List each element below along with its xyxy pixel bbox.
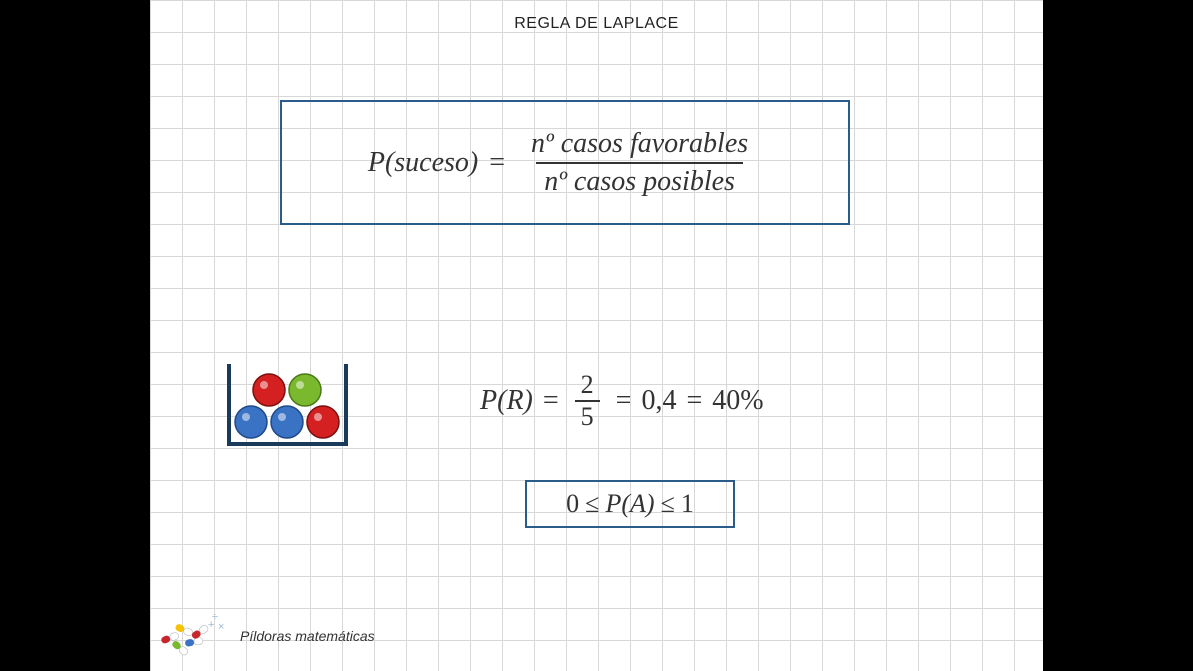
formula-numerator: nº casos favorables	[523, 126, 756, 162]
calc-eq3: =	[686, 385, 702, 417]
calc-den: 5	[575, 400, 600, 432]
calc-fraction: 2 5	[575, 370, 600, 432]
formula-arg: suceso	[394, 147, 469, 178]
bounds-le1: ≤	[585, 489, 599, 519]
footer-text: Píldoras matemáticas	[240, 628, 375, 644]
calc-P: P	[480, 385, 497, 417]
urn-diagram	[225, 360, 350, 455]
ball-icon	[235, 406, 267, 438]
bounds-left: 0	[566, 489, 579, 519]
probability-bounds-box: 0 ≤ P(A) ≤ 1	[525, 480, 735, 528]
laplace-formula-box: P(suceso) = nº casos favorables nº casos…	[280, 100, 850, 225]
ball-icon	[271, 406, 303, 438]
footer: ÷×+ Píldoras matemáticas	[160, 608, 375, 663]
calc-percent: 40%	[712, 385, 763, 417]
calc-event: R	[506, 385, 523, 417]
svg-text:×: ×	[218, 621, 224, 633]
formula-eq: =	[489, 147, 505, 178]
letterbox-right	[1043, 0, 1193, 671]
svg-text:+: +	[208, 619, 214, 631]
ball-icon	[289, 374, 321, 406]
formula-lhs: P(suceso) =	[368, 147, 505, 179]
calc-eq1: =	[543, 385, 559, 417]
page-title: REGLA DE LAPLACE	[150, 15, 1043, 33]
letterbox-left	[0, 0, 150, 671]
bounds-arg: A	[630, 489, 646, 519]
bounds-P: P	[605, 489, 621, 519]
logo-icon: ÷×+	[160, 608, 230, 663]
formula-fraction: nº casos favorables nº casos posibles	[523, 126, 756, 200]
formula-P: P	[368, 147, 385, 178]
probability-calculation: P(R) = 2 5 = 0,4 = 40%	[480, 370, 764, 432]
bounds-right: 1	[681, 489, 694, 519]
ball-icon	[307, 406, 339, 438]
bounds-le2: ≤	[661, 489, 675, 519]
formula-denominator: nº casos posibles	[536, 162, 743, 200]
calc-eq2: =	[616, 385, 632, 417]
calc-decimal: 0,4	[641, 385, 676, 417]
slide-content: REGLA DE LAPLACE P(suceso) = nº casos fa…	[150, 0, 1043, 671]
ball-icon	[253, 374, 285, 406]
urn-icon	[225, 360, 350, 450]
calc-num: 2	[575, 370, 600, 400]
